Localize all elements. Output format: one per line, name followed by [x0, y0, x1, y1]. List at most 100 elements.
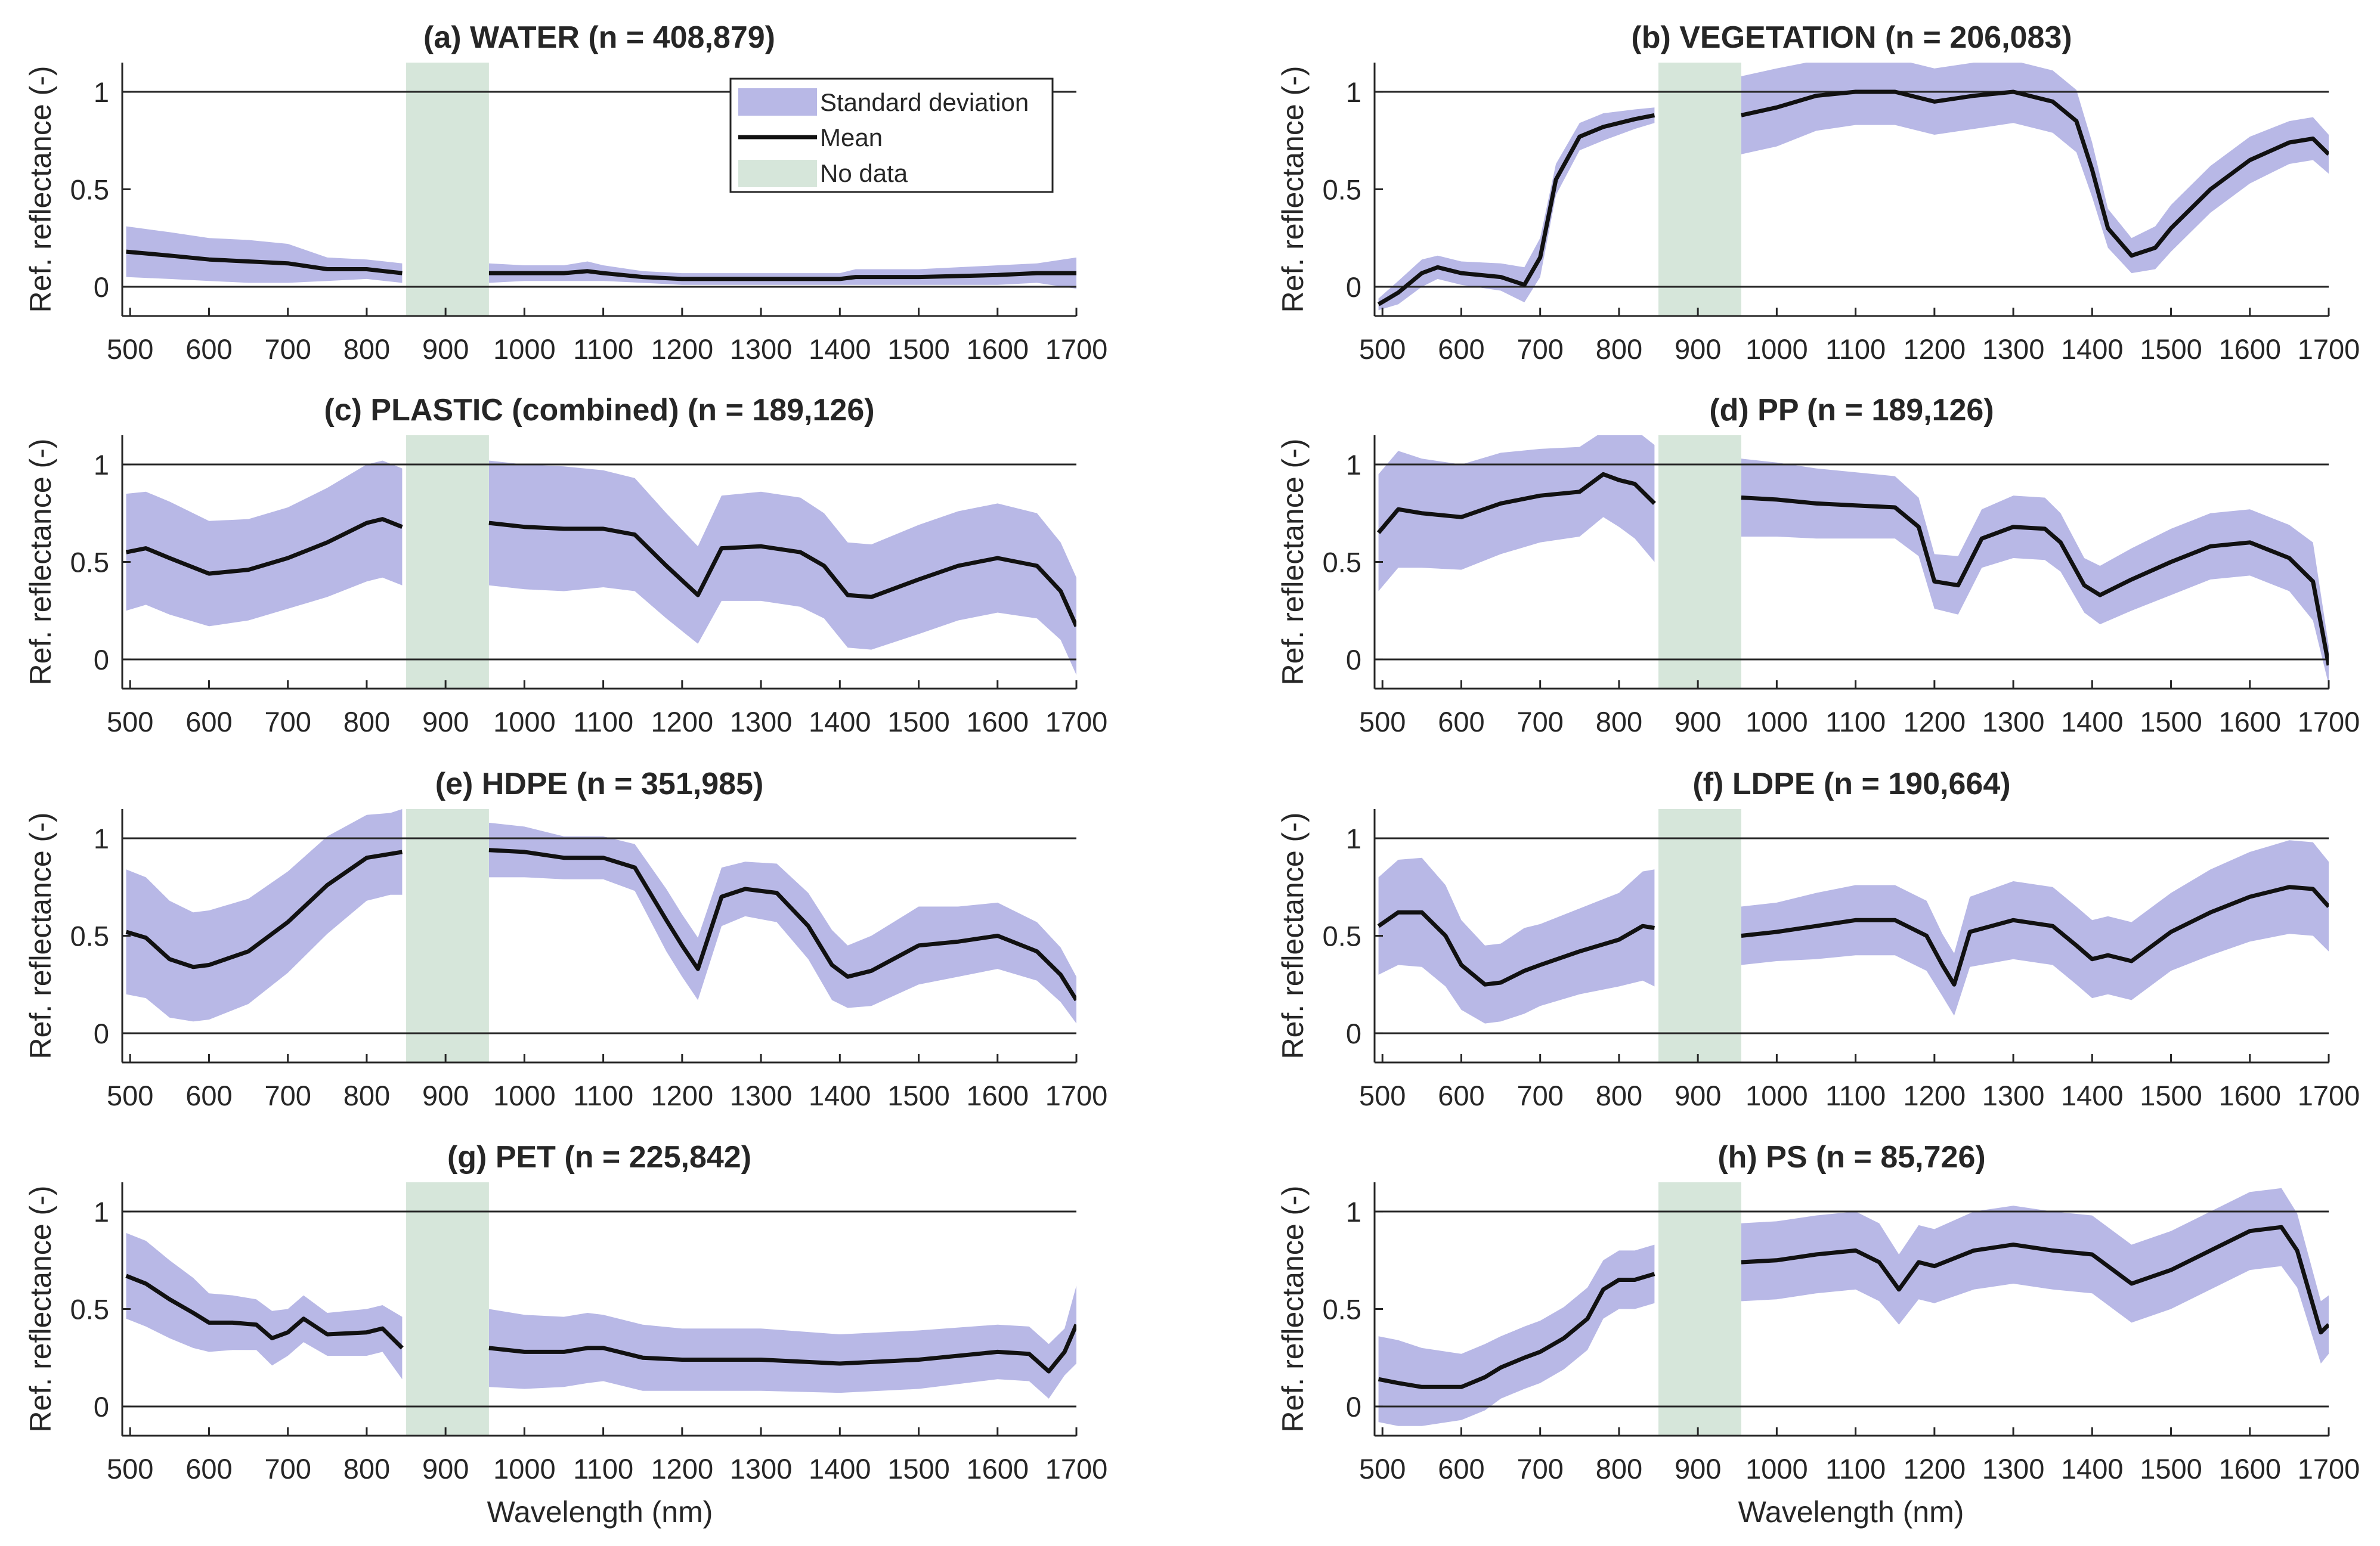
plot-area [122, 1182, 1076, 1436]
x-tick-label: 1700 [1045, 706, 1108, 738]
legend-mean-label: Mean [820, 123, 883, 151]
x-tick-label: 1600 [966, 1453, 1029, 1485]
x-tick-label: 1300 [1982, 1453, 2045, 1485]
y-tick-label: 0 [1346, 644, 1361, 676]
panel-title: (a) WATER (n = 408,879) [423, 20, 775, 55]
x-tick-label: 1600 [966, 1080, 1029, 1111]
x-tick-label: 1700 [1045, 333, 1108, 365]
y-tick-label: 0 [1346, 1391, 1361, 1423]
mean-line-segment-0 [1376, 472, 1656, 534]
x-tick-label: 1400 [809, 1453, 871, 1485]
plot-area [1375, 809, 2329, 1062]
plot-area [122, 435, 1076, 689]
x-tick-label: 700 [1516, 1453, 1563, 1485]
panel-title: (d) PP (n = 189,126) [1709, 393, 1994, 427]
x-tick-label: 1300 [730, 333, 793, 365]
x-tick-label: 700 [264, 1453, 311, 1485]
x-tick-label: 1300 [1982, 706, 2045, 738]
x-tick-label: 500 [1359, 706, 1406, 738]
chart-panel-5: 500 600 700 800 900 1000 1100 1200 1300 1400 1500 1… [1276, 767, 2360, 1111]
std-band-segment-0 [1378, 857, 1655, 1024]
x-tick-label: 1500 [887, 706, 950, 738]
legend-nodata-label: No data [820, 159, 908, 187]
x-tick-label: 1700 [2298, 333, 2360, 365]
mean-line-segment-0 [125, 517, 403, 576]
y-tick-label: 0 [1346, 1018, 1361, 1049]
no-data-region [1658, 809, 1741, 1062]
mean-line-segment-1 [488, 1324, 1076, 1374]
x-tick-label: 700 [1516, 706, 1563, 738]
no-data-region [406, 1182, 489, 1436]
x-tick-label: 500 [107, 706, 153, 738]
x-tick-label: 1200 [651, 1080, 714, 1111]
x-tick-label: 1000 [493, 1453, 556, 1485]
y-tick-label: 1 [1346, 76, 1361, 108]
x-tick-label: 900 [422, 1080, 469, 1111]
x-tick-label: 1600 [2218, 1080, 2281, 1111]
x-tick-label: 1300 [1982, 1080, 2045, 1111]
y-tick-label: 0.5 [70, 174, 109, 206]
x-tick-label: 600 [185, 706, 232, 738]
x-tick-label: 800 [343, 706, 390, 738]
y-tick-label: 0.5 [1323, 921, 1361, 952]
x-tick-label: 1200 [1904, 1453, 1966, 1485]
y-tick-label: 0.5 [1323, 1294, 1361, 1325]
x-tick-label: 1100 [573, 706, 633, 738]
legend-std-swatch [738, 88, 817, 116]
mean-line-segment-1 [1741, 1225, 2329, 1335]
x-axis-label-left: Wavelength (nm) [487, 1495, 713, 1529]
x-tick-label: 1400 [809, 333, 871, 365]
x-tick-label: 800 [1596, 1453, 1642, 1485]
mean-line-segment-0 [126, 249, 403, 275]
x-tick-label: 1200 [1904, 333, 1966, 365]
std-band-segment-0 [126, 809, 403, 1022]
x-tick-label: 1200 [1904, 1080, 1966, 1111]
mean-line-segment-0 [1378, 1272, 1655, 1389]
x-tick-label: 700 [264, 1080, 311, 1111]
x-tick-label: 1000 [493, 333, 556, 365]
std-band-segment-0 [126, 460, 403, 627]
x-tick-label: 600 [185, 1453, 232, 1485]
x-tick-label: 600 [1438, 333, 1484, 365]
x-tick-label: 1300 [1982, 333, 2045, 365]
x-tick-label: 1400 [2061, 1080, 2124, 1111]
std-band-segment-1 [488, 822, 1076, 1024]
x-tick-label: 500 [107, 1453, 153, 1485]
x-tick-label: 1300 [730, 706, 793, 738]
x-tick-label: 800 [343, 1453, 390, 1485]
x-tick-label: 800 [343, 333, 390, 365]
x-tick-label: 900 [422, 1453, 469, 1485]
x-axis-label-right: Wavelength (nm) [1738, 1495, 1964, 1529]
x-tick-label: 1200 [651, 1453, 714, 1485]
x-tick-label: 1100 [1825, 1453, 1886, 1485]
x-tick-label: 800 [343, 1080, 390, 1111]
no-data-region [1658, 435, 1741, 689]
y-axis-label: Ref. reflectance (-) [24, 66, 57, 312]
legend-std-label: Standard deviation [820, 88, 1029, 116]
plot-area [1375, 435, 2329, 689]
x-tick-label: 1100 [573, 1453, 633, 1485]
x-tick-label: 500 [1359, 1080, 1406, 1111]
x-tick-label: 1000 [1745, 706, 1808, 738]
x-tick-label: 600 [1438, 1453, 1484, 1485]
y-tick-label: 0 [94, 1018, 109, 1049]
x-tick-label: 1500 [2140, 1453, 2202, 1485]
x-tick-label: 1600 [2218, 333, 2281, 365]
x-tick-label: 1100 [1825, 1080, 1886, 1111]
chart-panel-6: 500 600 700 800 900 1000 1100 1200 1300 1400 1500 1… [24, 1140, 1107, 1485]
y-tick-label: 1 [94, 1196, 109, 1228]
y-tick-label: 0 [1346, 271, 1361, 303]
mean-line-segment-0 [1377, 910, 1655, 987]
x-tick-label: 700 [264, 333, 311, 365]
x-tick-label: 500 [1359, 1453, 1406, 1485]
y-tick-label: 0.5 [70, 921, 109, 952]
x-tick-label: 1100 [573, 1080, 633, 1111]
no-data-region [406, 63, 489, 316]
x-tick-label: 600 [185, 1080, 232, 1111]
x-tick-label: 1700 [2298, 1080, 2360, 1111]
y-axis-label: Ref. reflectance (-) [1276, 812, 1310, 1059]
x-tick-label: 1700 [1045, 1453, 1108, 1485]
x-tick-label: 800 [1596, 333, 1642, 365]
x-tick-label: 1000 [1745, 1453, 1808, 1485]
x-tick-label: 1600 [2218, 706, 2281, 738]
